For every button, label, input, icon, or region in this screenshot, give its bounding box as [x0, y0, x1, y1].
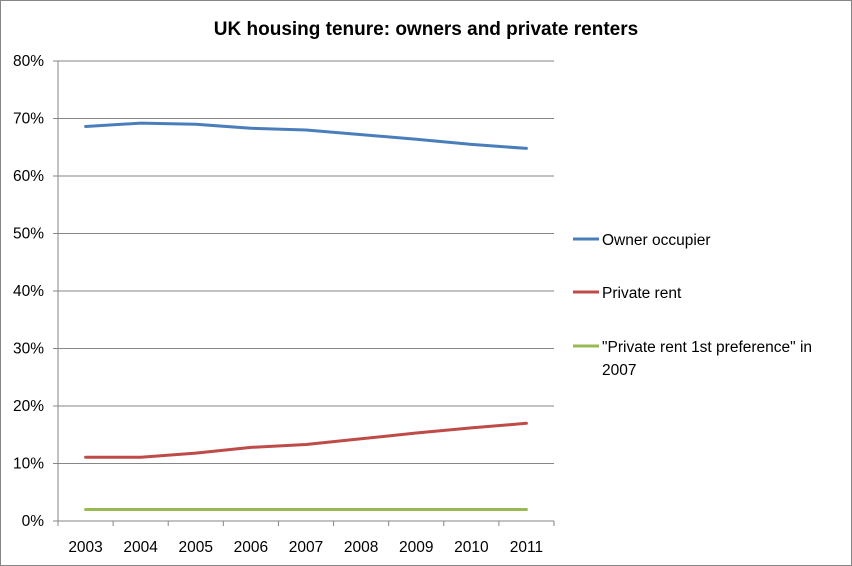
series-line-0 [84, 121, 528, 150]
y-tick-label: 70% [13, 111, 44, 128]
x-tick-label: 2010 [454, 539, 489, 556]
x-tick-label: 2004 [123, 539, 158, 556]
series-line-1 [84, 421, 528, 459]
series-lines [84, 121, 528, 511]
axes: 0% 10% 20% 30% 40% 50% 60% 70% 80% 2003 2004 2005 20… [13, 53, 555, 556]
x-tick-label: 2003 [68, 539, 102, 556]
legend-label: "Private rent 1st preference" in [602, 339, 812, 356]
y-tick-label: 40% [13, 283, 44, 300]
legend-label: 2007 [602, 362, 636, 379]
y-tick-label: 30% [13, 341, 44, 358]
x-tick-label: 2007 [289, 539, 323, 556]
x-tick-label: 2008 [344, 539, 378, 556]
y-tick-label: 0% [22, 513, 45, 530]
y-tick-label: 20% [13, 398, 44, 415]
legend-label: Owner occupier [602, 232, 711, 249]
legend-label: Private rent [602, 285, 682, 302]
y-tick-label: 50% [13, 226, 44, 243]
x-tick-label: 2006 [234, 539, 268, 556]
chart-title: UK housing tenure: owners and private re… [214, 19, 638, 40]
x-tick-label: 2009 [399, 539, 433, 556]
x-tick-label: 2011 [510, 539, 543, 556]
y-tick-label: 60% [13, 168, 44, 185]
legend-item: Private rent [573, 285, 682, 302]
legend-item: "Private rent 1st preference" in 2007 [573, 339, 812, 379]
legend-item: Owner occupier [573, 232, 711, 249]
x-tick-label: 2005 [179, 539, 213, 556]
y-tick-label: 80% [13, 53, 44, 70]
gridlines [58, 60, 554, 464]
legend: Owner occupier Private rent "Private rent … [573, 232, 812, 379]
y-tick-label: 10% [13, 456, 44, 473]
